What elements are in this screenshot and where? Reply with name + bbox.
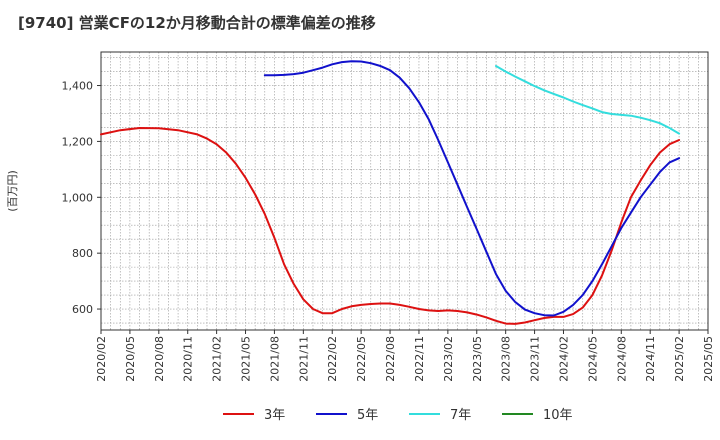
- x-tick-label: 2021/02: [211, 336, 224, 382]
- series-line-7年: [495, 65, 681, 135]
- series-line-3年: [100, 127, 681, 325]
- legend-label-5年: 5年: [357, 408, 378, 423]
- x-tick-label: 2023/11: [529, 336, 542, 382]
- x-tick-label: 2023/08: [500, 336, 513, 382]
- x-tick-label: 2021/08: [268, 336, 281, 382]
- x-tick-label: 2024/08: [615, 336, 628, 382]
- y-tick-label: 800: [72, 247, 93, 260]
- x-tick-label: 2022/02: [326, 336, 339, 382]
- x-tick-label: 2022/05: [355, 336, 368, 382]
- x-tick-label: 2020/05: [124, 336, 137, 382]
- x-tick-label: 2022/11: [413, 336, 426, 382]
- legend-label-3年: 3年: [264, 408, 285, 423]
- x-tick-label: 2020/08: [153, 336, 166, 382]
- y-axis-label: (百万円): [6, 170, 19, 212]
- y-tick-label: 600: [72, 303, 93, 316]
- chart-title: [9740] 営業CFの12か月移動合計の標準偏差の推移: [18, 14, 376, 32]
- plot-frame: [100, 51, 709, 331]
- y-tick-label: 1,000: [62, 191, 94, 204]
- x-tick-label: 2025/05: [702, 336, 715, 382]
- x-tick-label: 2024/05: [586, 336, 599, 382]
- x-tick-label: 2020/02: [95, 336, 108, 382]
- y-tick-label: 1,400: [62, 80, 94, 93]
- legend-label-10年: 10年: [543, 408, 573, 423]
- plot-area: [101, 52, 708, 330]
- x-tick-label: 2023/05: [471, 336, 484, 382]
- legend-label-7年: 7年: [450, 408, 471, 423]
- x-tick-label: 2025/02: [673, 336, 686, 382]
- x-tick-label: 2024/11: [644, 336, 657, 382]
- x-tick-label: 2024/02: [557, 336, 570, 382]
- y-tick-label: 1,200: [62, 135, 94, 148]
- series-line-5年: [263, 60, 681, 317]
- x-tick-label: 2021/05: [240, 336, 253, 382]
- x-tick-label: 2020/11: [182, 336, 195, 382]
- x-tick-label: 2023/02: [442, 336, 455, 382]
- x-tick-label: 2021/11: [297, 336, 310, 382]
- x-tick-label: 2022/08: [384, 336, 397, 382]
